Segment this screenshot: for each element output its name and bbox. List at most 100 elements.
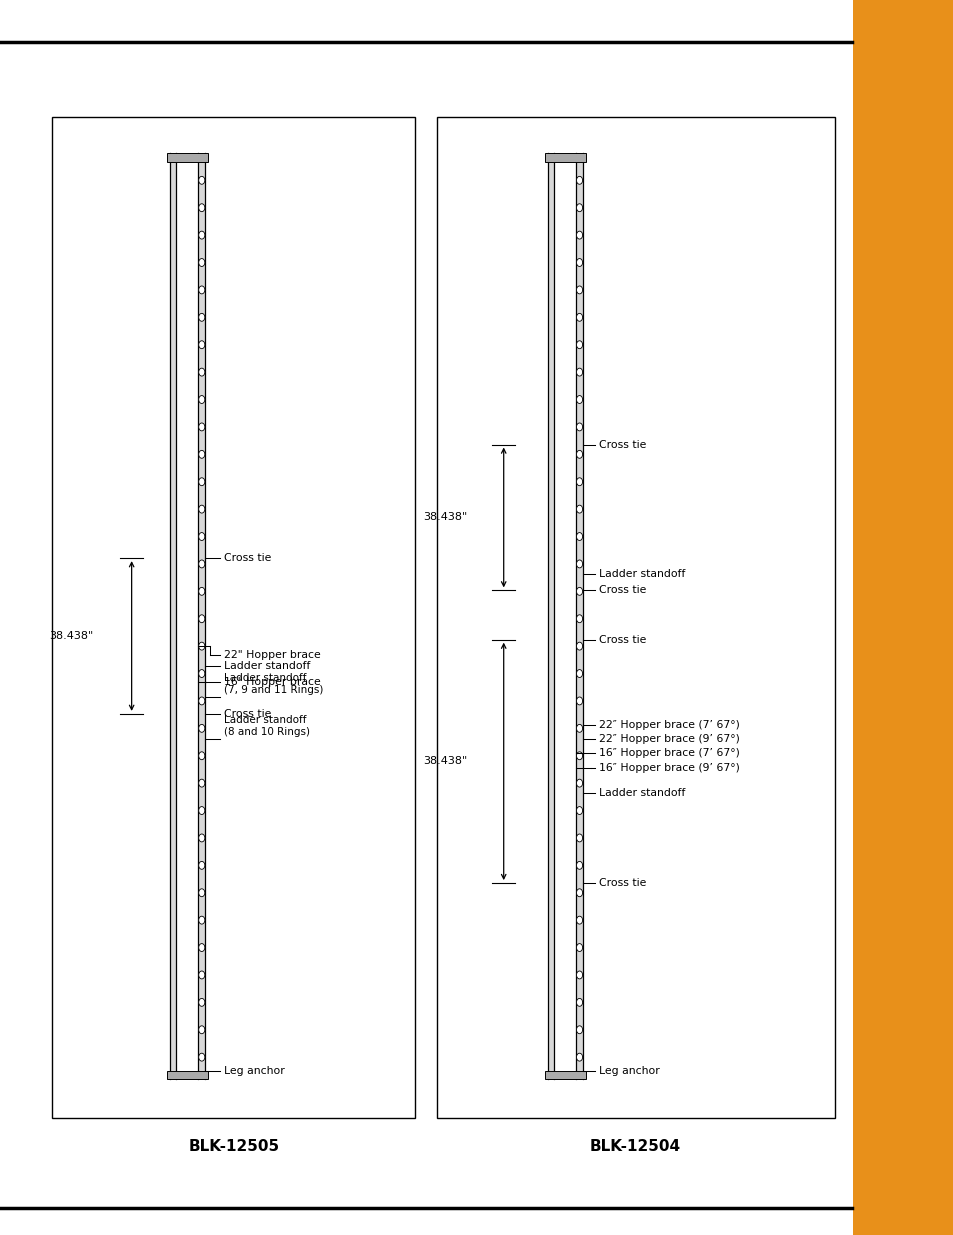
Text: Ladder standoff: Ladder standoff bbox=[598, 788, 685, 798]
Circle shape bbox=[576, 971, 582, 979]
Circle shape bbox=[576, 861, 582, 869]
Circle shape bbox=[198, 889, 205, 897]
Circle shape bbox=[576, 697, 582, 705]
Circle shape bbox=[576, 834, 582, 842]
Circle shape bbox=[198, 916, 205, 924]
Bar bbox=[436, 117, 834, 1118]
Text: Ladder standoff
(8 and 10 Rings): Ladder standoff (8 and 10 Rings) bbox=[224, 715, 310, 737]
Circle shape bbox=[198, 368, 205, 377]
Circle shape bbox=[576, 725, 582, 732]
Circle shape bbox=[576, 916, 582, 924]
Circle shape bbox=[198, 834, 205, 842]
Circle shape bbox=[576, 669, 582, 678]
Circle shape bbox=[198, 806, 205, 815]
Circle shape bbox=[576, 806, 582, 815]
Bar bbox=[547, 153, 554, 1079]
Text: Cross tie: Cross tie bbox=[598, 585, 646, 595]
Circle shape bbox=[576, 615, 582, 622]
Circle shape bbox=[576, 559, 582, 568]
Circle shape bbox=[576, 395, 582, 404]
Bar bbox=[576, 153, 582, 1079]
Circle shape bbox=[198, 341, 205, 348]
Circle shape bbox=[576, 998, 582, 1007]
Circle shape bbox=[198, 532, 205, 541]
Bar bbox=[554, 153, 576, 1079]
Circle shape bbox=[198, 725, 205, 732]
Circle shape bbox=[576, 368, 582, 377]
Circle shape bbox=[576, 779, 582, 787]
Bar bbox=[544, 1071, 585, 1079]
Circle shape bbox=[198, 258, 205, 267]
Circle shape bbox=[576, 177, 582, 184]
Circle shape bbox=[198, 1026, 205, 1034]
Bar bbox=[167, 153, 208, 162]
Circle shape bbox=[576, 532, 582, 541]
Text: 16″ Hopper brace (7’ 67°): 16″ Hopper brace (7’ 67°) bbox=[598, 748, 740, 758]
Bar bbox=[170, 153, 176, 1079]
Text: BLK-12505: BLK-12505 bbox=[188, 1139, 279, 1153]
Circle shape bbox=[198, 642, 205, 650]
Circle shape bbox=[576, 451, 582, 458]
Circle shape bbox=[576, 287, 582, 294]
Bar bbox=[852, 0, 953, 1235]
Circle shape bbox=[198, 231, 205, 240]
Bar bbox=[167, 1071, 208, 1079]
Circle shape bbox=[198, 944, 205, 951]
Text: 22" Hopper brace: 22" Hopper brace bbox=[224, 650, 320, 659]
Circle shape bbox=[198, 505, 205, 513]
Text: Ladder standoff: Ladder standoff bbox=[598, 569, 685, 579]
Circle shape bbox=[576, 588, 582, 595]
Circle shape bbox=[198, 669, 205, 678]
Bar bbox=[198, 153, 205, 1079]
Circle shape bbox=[198, 697, 205, 705]
Circle shape bbox=[576, 505, 582, 513]
Circle shape bbox=[576, 341, 582, 348]
Text: Ladder standoff
(7, 9 and 11 Rings): Ladder standoff (7, 9 and 11 Rings) bbox=[224, 673, 323, 695]
Circle shape bbox=[198, 752, 205, 760]
Text: Ladder standoff: Ladder standoff bbox=[224, 661, 311, 671]
Text: 22″ Hopper brace (7’ 67°): 22″ Hopper brace (7’ 67°) bbox=[598, 720, 740, 730]
Circle shape bbox=[198, 615, 205, 622]
Bar bbox=[176, 153, 198, 1079]
Circle shape bbox=[576, 478, 582, 485]
Circle shape bbox=[198, 314, 205, 321]
Circle shape bbox=[576, 752, 582, 760]
Circle shape bbox=[198, 998, 205, 1007]
Text: 38.438": 38.438" bbox=[423, 513, 467, 522]
Circle shape bbox=[198, 861, 205, 869]
Text: 38.438": 38.438" bbox=[423, 756, 467, 766]
Circle shape bbox=[576, 258, 582, 267]
Circle shape bbox=[198, 204, 205, 211]
Text: 38.438": 38.438" bbox=[50, 631, 93, 641]
Circle shape bbox=[198, 287, 205, 294]
Text: 16″ Hopper brace (9’ 67°): 16″ Hopper brace (9’ 67°) bbox=[598, 763, 740, 773]
Text: BLK-12504: BLK-12504 bbox=[589, 1139, 680, 1153]
Circle shape bbox=[576, 642, 582, 650]
Circle shape bbox=[576, 422, 582, 431]
Circle shape bbox=[198, 451, 205, 458]
Circle shape bbox=[576, 944, 582, 951]
Circle shape bbox=[198, 177, 205, 184]
Circle shape bbox=[576, 1053, 582, 1061]
Circle shape bbox=[198, 395, 205, 404]
Text: Leg anchor: Leg anchor bbox=[224, 1066, 285, 1076]
Circle shape bbox=[576, 204, 582, 211]
Circle shape bbox=[576, 231, 582, 240]
Circle shape bbox=[576, 314, 582, 321]
Circle shape bbox=[576, 889, 582, 897]
Circle shape bbox=[198, 1053, 205, 1061]
Bar bbox=[52, 117, 415, 1118]
Text: 16" Hopper brace: 16" Hopper brace bbox=[224, 677, 320, 687]
Circle shape bbox=[198, 588, 205, 595]
Text: Cross tie: Cross tie bbox=[598, 440, 646, 450]
Circle shape bbox=[198, 971, 205, 979]
Circle shape bbox=[198, 779, 205, 787]
Text: Cross tie: Cross tie bbox=[598, 635, 646, 645]
Circle shape bbox=[198, 422, 205, 431]
Bar bbox=[544, 153, 585, 162]
Circle shape bbox=[576, 1026, 582, 1034]
Text: Cross tie: Cross tie bbox=[224, 709, 272, 719]
Text: Leg anchor: Leg anchor bbox=[598, 1066, 659, 1076]
Text: Cross tie: Cross tie bbox=[224, 553, 272, 563]
Circle shape bbox=[198, 559, 205, 568]
